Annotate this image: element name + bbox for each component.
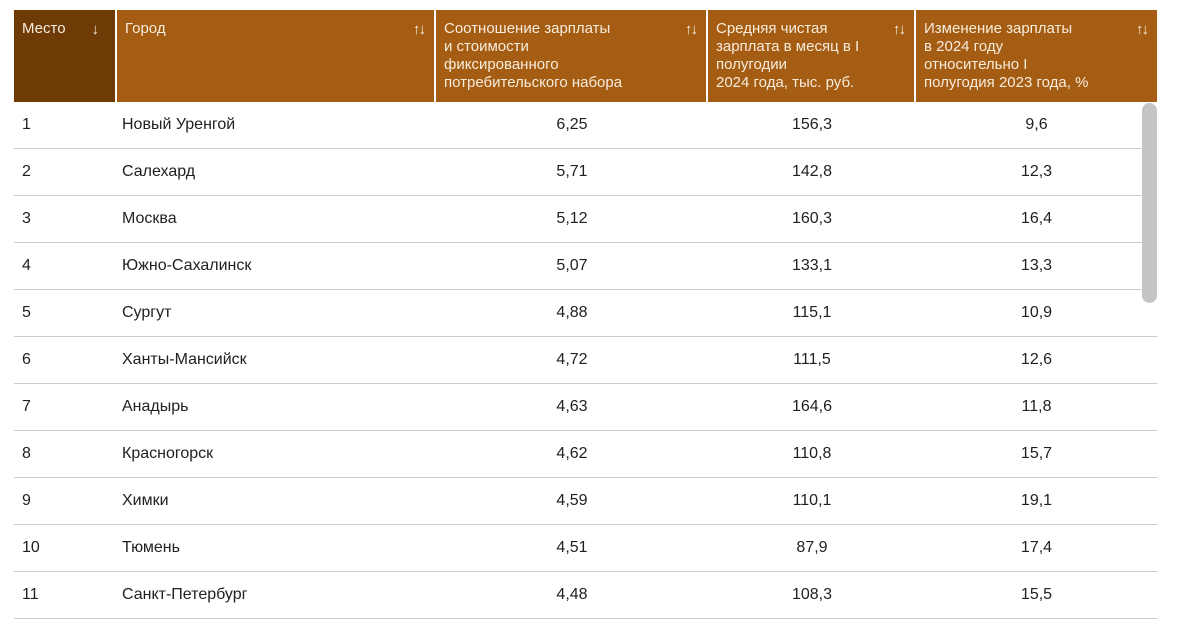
cell-place: 2	[22, 163, 31, 180]
column-header-change[interactable]: Изменение зарплаты в 2024 году относител…	[916, 10, 1157, 102]
cell-city: Южно-Сахалинск	[122, 257, 252, 274]
cell-city: Ханты-Мансийск	[122, 351, 247, 368]
column-header-label: Город	[125, 20, 166, 37]
cell-place: 6	[22, 351, 31, 368]
table-row: 11 Санкт-Петербург 4,48 108,3 15,5	[14, 572, 1157, 619]
vertical-scrollbar-thumb[interactable]	[1142, 103, 1157, 303]
cell-ratio: 4,48	[556, 586, 588, 603]
sort-arrows-icon[interactable]: ↑↓	[685, 21, 698, 38]
cell-salary: 108,3	[791, 586, 833, 603]
table-row: 2 Салехард 5,71 142,8 12,3	[14, 149, 1157, 196]
column-header-city[interactable]: Город ↑↓	[117, 10, 434, 102]
cell-change: 12,6	[1020, 351, 1053, 368]
cell-change: 11,8	[1021, 398, 1052, 415]
cell-ratio: 5,07	[556, 257, 588, 274]
sort-arrows-icon[interactable]: ↑↓	[413, 21, 426, 38]
cell-salary: 110,1	[792, 492, 832, 509]
table-body: 1 Новый Уренгой 6,25 156,3 9,6 2 Салехар…	[14, 102, 1157, 619]
cell-change: 19,1	[1020, 492, 1053, 509]
table-header-row: Место ↓ Город ↑↓ Соотношение зарплаты и …	[14, 10, 1157, 102]
cell-place: 11	[22, 586, 39, 603]
cell-place: 9	[22, 492, 31, 509]
cell-change: 17,4	[1020, 539, 1053, 556]
column-header-label: Средняя чистая зарплата в месяц в I полу…	[716, 20, 860, 91]
column-header-ratio[interactable]: Соотношение зарплаты и стоимости фиксиро…	[436, 10, 706, 102]
cell-city: Тюмень	[122, 539, 180, 556]
cell-change: 9,6	[1025, 116, 1048, 133]
cell-ratio: 4,59	[556, 492, 588, 509]
column-header-place[interactable]: Место ↓	[14, 10, 115, 102]
cell-ratio: 4,88	[556, 304, 588, 321]
table-row: 8 Красногорск 4,62 110,8 15,7	[14, 431, 1157, 478]
sort-arrows-icon[interactable]: ↓	[91, 21, 100, 38]
table-row: 9 Химки 4,59 110,1 19,1	[14, 478, 1157, 525]
cell-salary: 142,8	[791, 163, 833, 180]
table-row: 10 Тюмень 4,51 87,9 17,4	[14, 525, 1157, 572]
table-row: 6 Ханты-Мансийск 4,72 111,5 12,6	[14, 337, 1157, 384]
cell-city: Сургут	[122, 304, 172, 321]
cell-place: 4	[22, 257, 31, 274]
cell-city: Химки	[122, 492, 169, 509]
cell-salary: 87,9	[796, 539, 828, 556]
cell-place: 1	[22, 116, 31, 133]
table-row: 4 Южно-Сахалинск 5,07 133,1 13,3	[14, 243, 1157, 290]
cell-salary: 164,6	[791, 398, 833, 415]
table-row: 5 Сургут 4,88 115,1 10,9	[14, 290, 1157, 337]
cell-salary: 156,3	[791, 116, 833, 133]
cell-change: 13,3	[1020, 257, 1053, 274]
cell-ratio: 4,62	[556, 445, 588, 462]
cell-change: 10,9	[1020, 304, 1053, 321]
cell-place: 5	[22, 304, 31, 321]
column-header-label: Изменение зарплаты в 2024 году относител…	[924, 20, 1089, 91]
table-row: 7 Анадырь 4,63 164,6 11,8	[14, 384, 1157, 431]
cell-place: 7	[22, 398, 31, 415]
sort-arrows-icon[interactable]: ↑↓	[893, 21, 906, 38]
cell-city: Новый Уренгой	[122, 116, 236, 133]
cell-change: 15,7	[1020, 445, 1053, 462]
table-row: 1 Новый Уренгой 6,25 156,3 9,6	[14, 102, 1157, 149]
cell-place: 10	[22, 539, 40, 556]
cell-salary: 110,8	[792, 445, 832, 462]
cell-ratio: 5,71	[556, 163, 588, 180]
cell-city: Анадырь	[122, 398, 189, 415]
cell-ratio: 4,63	[556, 398, 588, 415]
cell-city: Салехард	[122, 163, 196, 180]
cell-salary: 133,1	[791, 257, 833, 274]
cell-salary: 160,3	[791, 210, 833, 227]
cell-ratio: 4,51	[556, 539, 588, 556]
cell-salary: 111,5	[793, 351, 831, 368]
cell-ratio: 5,12	[556, 210, 588, 227]
table-row: 3 Москва 5,12 160,3 16,4	[14, 196, 1157, 243]
cell-ratio: 6,25	[556, 116, 588, 133]
column-header-label: Соотношение зарплаты и стоимости фиксиро…	[444, 20, 623, 91]
cell-change: 16,4	[1020, 210, 1053, 227]
cell-city: Красногорск	[122, 445, 214, 462]
cell-salary: 115,1	[792, 304, 832, 321]
cell-change: 15,5	[1020, 586, 1053, 603]
cell-city: Москва	[122, 210, 177, 227]
column-header-salary[interactable]: Средняя чистая зарплата в месяц в I полу…	[708, 10, 914, 102]
cell-city: Санкт-Петербург	[122, 586, 248, 603]
cell-place: 3	[22, 210, 31, 227]
city-salary-ranking-table: Место ↓ Город ↑↓ Соотношение зарплаты и …	[14, 10, 1157, 619]
sort-arrows-icon[interactable]: ↑↓	[1136, 21, 1149, 38]
cell-ratio: 4,72	[556, 351, 588, 368]
cell-change: 12,3	[1020, 163, 1053, 180]
cell-place: 8	[22, 445, 31, 462]
column-header-label: Место	[22, 20, 66, 37]
